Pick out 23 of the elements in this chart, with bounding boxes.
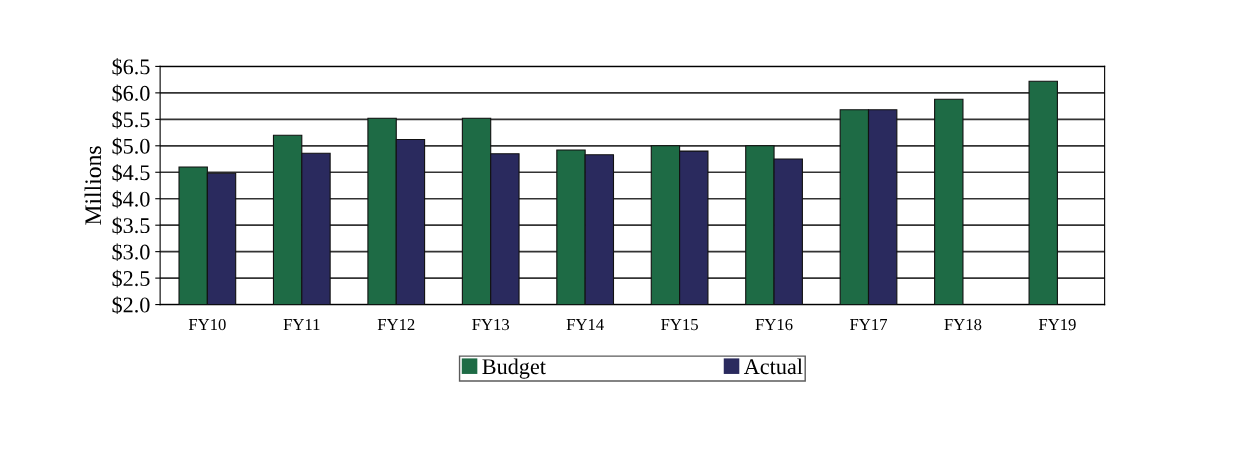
y-tick-label: $4.5 (112, 163, 150, 182)
y-axis-title: Millions (84, 146, 102, 225)
y-tick-label: $4.0 (112, 190, 150, 209)
x-tick-label: FY16 (755, 318, 793, 331)
x-tick-label: FY14 (566, 319, 604, 331)
legend-label: Budget (482, 358, 546, 379)
x-tick-label: FY13 (472, 318, 510, 331)
y-tick-label: $6.0 (112, 84, 150, 103)
x-tick-label: FY10 (188, 318, 226, 331)
y-tick-label: $3.5 (112, 216, 150, 235)
x-tick-label: FY15 (661, 319, 698, 331)
y-tick-label: $2.5 (112, 269, 150, 288)
legend-label: Actual (743, 358, 803, 375)
y-tick-label: $5.5 (112, 110, 150, 129)
x-tick-label: FY18 (944, 318, 982, 331)
x-tick-label: FY17 (850, 319, 888, 331)
x-tick-label: FY11 (283, 319, 320, 331)
y-tick-label: $3.0 (112, 243, 150, 262)
y-tick-label: $6.5 (112, 58, 150, 76)
y-tick-label: $2.0 (112, 296, 150, 314)
x-tick-label: FY12 (377, 318, 415, 331)
y-tick-label: $5.0 (112, 137, 150, 156)
x-tick-label: FY19 (1038, 318, 1076, 331)
